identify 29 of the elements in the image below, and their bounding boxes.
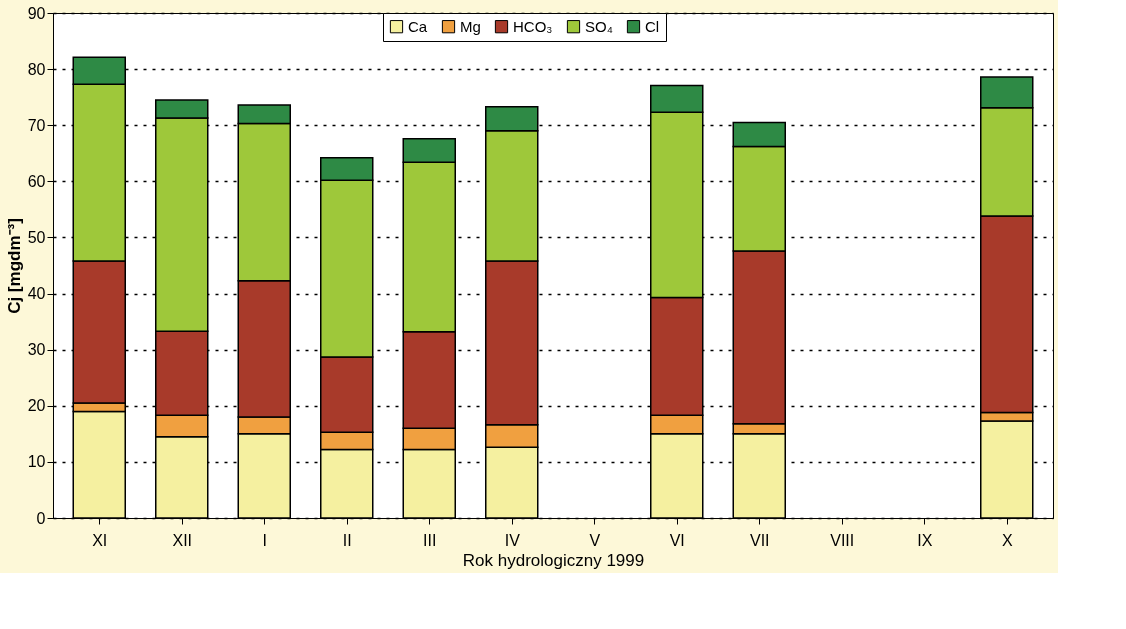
y-axis-title: Cj [mgdm⁻³] <box>4 218 24 314</box>
legend-label: Mg <box>460 17 481 35</box>
x-tick-label: XI <box>92 531 108 549</box>
x-tick-label: II <box>342 531 352 549</box>
x-tick-label: V <box>589 531 601 549</box>
x-tick-label: VIII <box>830 531 855 549</box>
legend-label: Ca <box>408 17 428 35</box>
legend-label: SO₄ <box>585 17 613 35</box>
x-tick-label: IV <box>504 531 521 549</box>
x-tick-label: IX <box>917 531 933 549</box>
y-tick-label: 70 <box>27 116 46 134</box>
x-tick-label: X <box>1001 531 1013 549</box>
x-tick-label: VII <box>749 531 770 549</box>
y-tick-label: 0 <box>36 509 46 527</box>
y-tick-label: 40 <box>27 285 46 303</box>
y-tick-label: 90 <box>27 4 46 22</box>
y-tick-label: 10 <box>27 453 46 471</box>
y-tick-label: 60 <box>27 172 46 190</box>
x-tick-label: XII <box>172 531 193 549</box>
y-tick-label: 50 <box>27 228 46 246</box>
x-tick-label: VI <box>669 531 685 549</box>
legend-label: HCO₃ <box>513 17 553 35</box>
y-tick-label: 80 <box>27 60 46 78</box>
x-axis-title: Rok hydrologiczny 1999 <box>462 550 645 570</box>
x-tick-label: I <box>262 531 267 549</box>
legend-label: Cl <box>645 17 660 35</box>
y-tick-label: 20 <box>27 397 46 415</box>
y-tick-label: 30 <box>27 341 46 359</box>
x-tick-label: III <box>423 531 437 549</box>
